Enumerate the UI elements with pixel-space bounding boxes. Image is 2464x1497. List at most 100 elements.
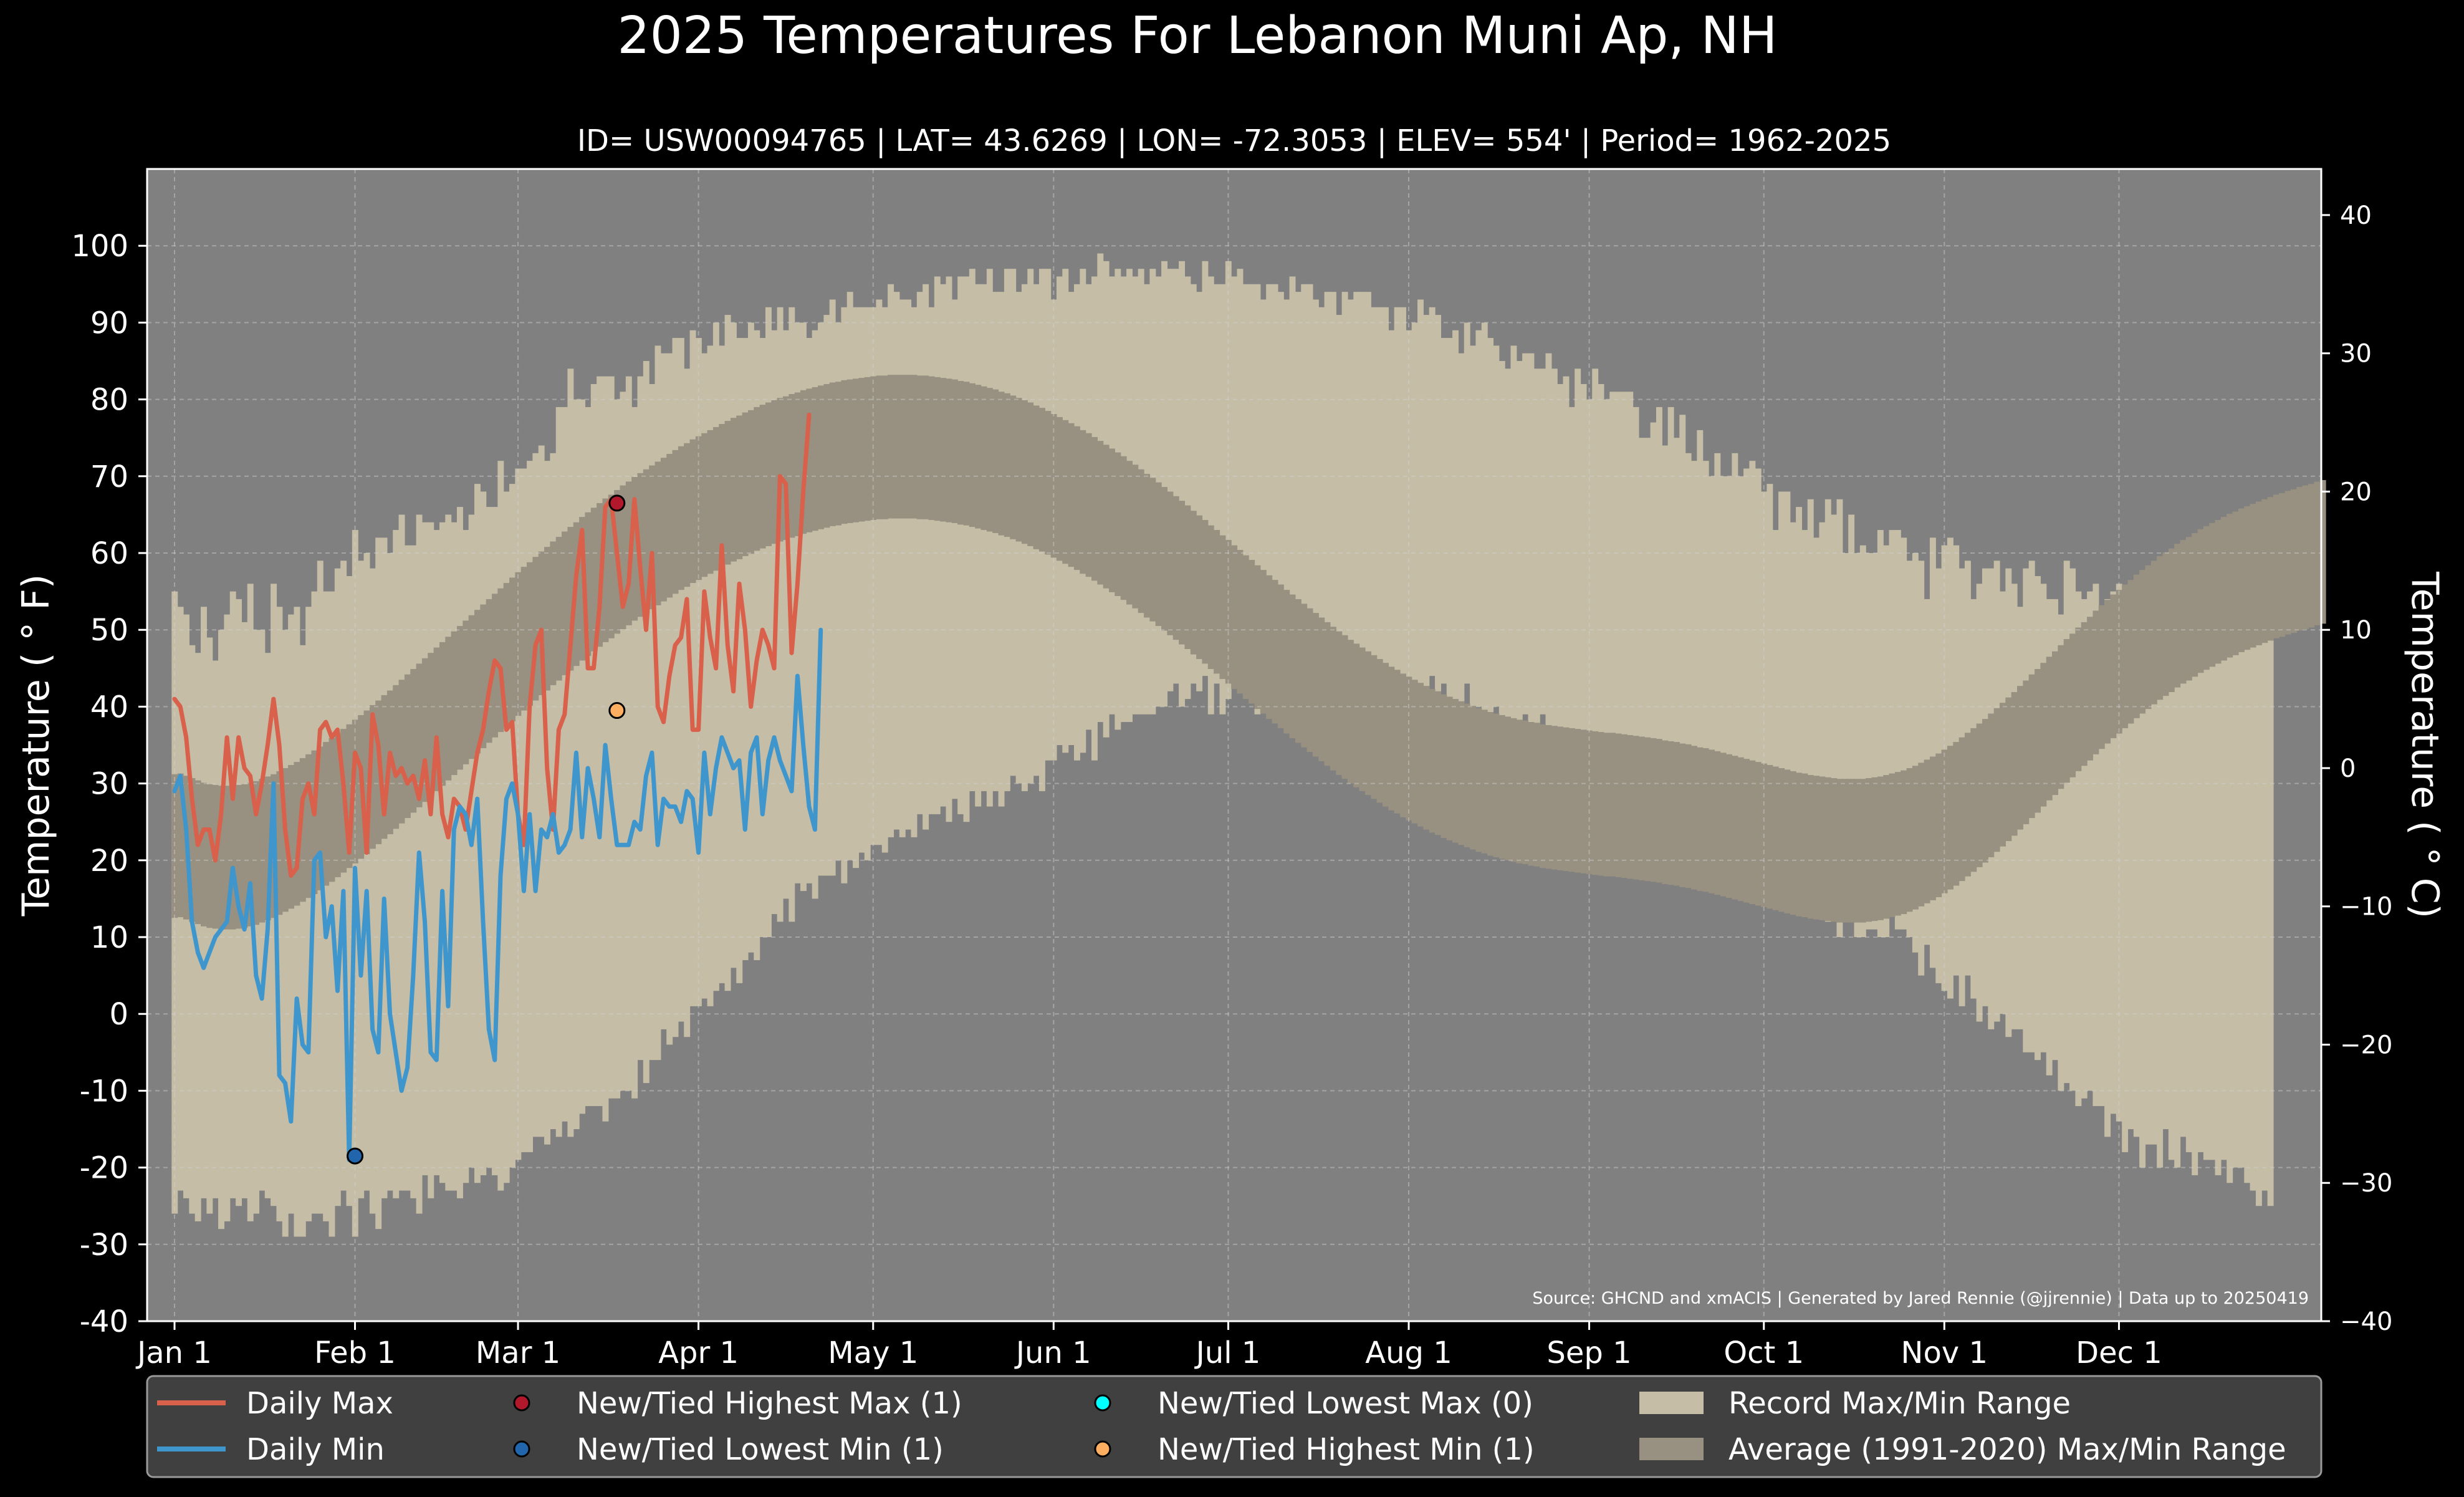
normal-range-bar <box>1376 659 1383 803</box>
record-range-bar <box>1592 368 1599 784</box>
normal-range-bar <box>1819 776 1826 920</box>
record-range-bar <box>1732 453 1738 869</box>
record-range-bar <box>1650 422 1657 799</box>
normal-range-bar <box>538 551 545 695</box>
normal-range-bar <box>951 379 958 523</box>
normal-range-bar <box>771 400 778 544</box>
record-range-bar <box>1435 315 1441 715</box>
normal-range-bar <box>1097 441 1104 585</box>
record-range-bar <box>1470 345 1477 707</box>
normal-range-bar <box>1161 487 1168 631</box>
record-range-bar <box>1475 330 1482 707</box>
record-range-bar <box>2133 607 2140 1137</box>
y-right-tick-label: −30 <box>2340 1169 2392 1198</box>
normal-range-bar <box>2284 491 2291 635</box>
normal-range-bar <box>712 426 719 571</box>
record-range-bar <box>2168 630 2175 1160</box>
record-range-bar <box>1603 399 1610 784</box>
record-range-bar <box>1767 484 1773 876</box>
normal-range-bar <box>323 742 330 886</box>
normal-range-bar <box>1336 631 1343 776</box>
record-range-bar <box>1260 299 1267 691</box>
normal-range-bar <box>1603 733 1610 877</box>
normal-range-bar <box>1015 398 1022 542</box>
record-range-bar <box>567 368 574 1137</box>
normal-range-bar <box>911 375 918 519</box>
record-range-bar <box>928 307 935 814</box>
normal-range-bar <box>346 724 353 869</box>
normal-range-bar <box>1894 772 1901 916</box>
normal-range-bar <box>2110 594 2117 738</box>
normal-range-bar <box>783 396 789 541</box>
normal-range-bar <box>1988 713 1995 857</box>
record-range-bar <box>2185 622 2192 1152</box>
normal-range-bar <box>1726 754 1732 898</box>
record-range-bar <box>456 507 463 1198</box>
record-range-bar <box>1796 507 1803 892</box>
normal-range-bar <box>562 531 568 675</box>
normal-range-bar <box>1586 730 1593 874</box>
y-tick-label: -40 <box>80 1304 128 1339</box>
normal-range-bar <box>1260 570 1267 714</box>
normal-range-bar <box>1464 703 1470 847</box>
record-range-bar <box>503 491 510 1183</box>
record-range-bar <box>1580 383 1587 745</box>
record-range-bar <box>1487 338 1494 715</box>
normal-range-bar <box>253 781 260 925</box>
normal-range-bar <box>2052 651 2058 796</box>
y-axis-label-right: Temperature ( ° C) <box>2403 571 2447 918</box>
record-range-bar <box>1772 530 1779 869</box>
record-range-bar <box>1202 261 1209 676</box>
legend-dot-swatch <box>513 1394 530 1412</box>
normal-range-bar <box>456 626 463 770</box>
y-tick-label: 60 <box>90 536 128 571</box>
record-range-bar <box>980 284 987 791</box>
record-range-bar <box>1376 307 1383 676</box>
legend-label: New/Tied Highest Max (1) <box>577 1386 962 1421</box>
y-tick-label: -10 <box>80 1074 128 1109</box>
normal-range-bar <box>532 557 539 701</box>
record-range-bar <box>1446 338 1453 707</box>
record-range-bar <box>765 307 772 937</box>
record-range-bar <box>1347 299 1354 691</box>
normal-range-bar <box>1085 433 1092 577</box>
record-range-bar <box>684 368 691 1037</box>
normal-range-bar <box>631 477 638 621</box>
y-tick-label: 90 <box>90 306 128 340</box>
record-range-bar <box>2058 614 2064 1091</box>
normal-range-bar <box>1656 739 1662 883</box>
normal-range-bar <box>789 393 795 538</box>
normal-range-bar <box>2308 484 2314 628</box>
normal-range-bar <box>2005 697 2012 841</box>
record-range-bar <box>649 383 656 1061</box>
normal-range-bar <box>201 782 207 927</box>
normal-range-bar <box>1120 456 1127 600</box>
daily-min-line <box>172 627 823 1162</box>
x-tick-label: Aug 1 <box>1365 1336 1452 1370</box>
record-range-bar <box>1627 392 1634 799</box>
normal-range-bar <box>1976 723 1983 867</box>
record-range-bar <box>881 307 888 853</box>
normal-range-bar <box>1033 405 1040 549</box>
normal-range-bar <box>1871 777 1878 922</box>
normal-range-bar <box>1027 402 1034 546</box>
legend: Daily Max Daily Min New/Tied Highest Max (… <box>146 1375 2323 1478</box>
normal-range-bar <box>806 388 813 532</box>
normal-range-bar <box>218 786 224 930</box>
record-markers <box>347 494 626 1165</box>
normal-range-bar <box>2296 487 2303 631</box>
record-range-bar <box>386 553 393 1191</box>
normal-range-bar <box>1458 701 1465 845</box>
normal-range-bar <box>480 604 487 748</box>
normal-range-bar <box>940 378 947 522</box>
normal-range-bar <box>1691 746 1697 890</box>
normal-range-bar <box>701 433 708 577</box>
record-range-bar <box>1901 537 1907 930</box>
record-range-bar <box>1551 368 1558 753</box>
normal-range-bar <box>2244 506 2251 650</box>
normal-range-bar <box>1644 737 1651 882</box>
record-range-bar <box>1388 330 1395 684</box>
record-range-bar <box>1714 453 1721 853</box>
normal-range-bar <box>2220 517 2227 661</box>
normal-range-bar <box>1702 748 1709 892</box>
